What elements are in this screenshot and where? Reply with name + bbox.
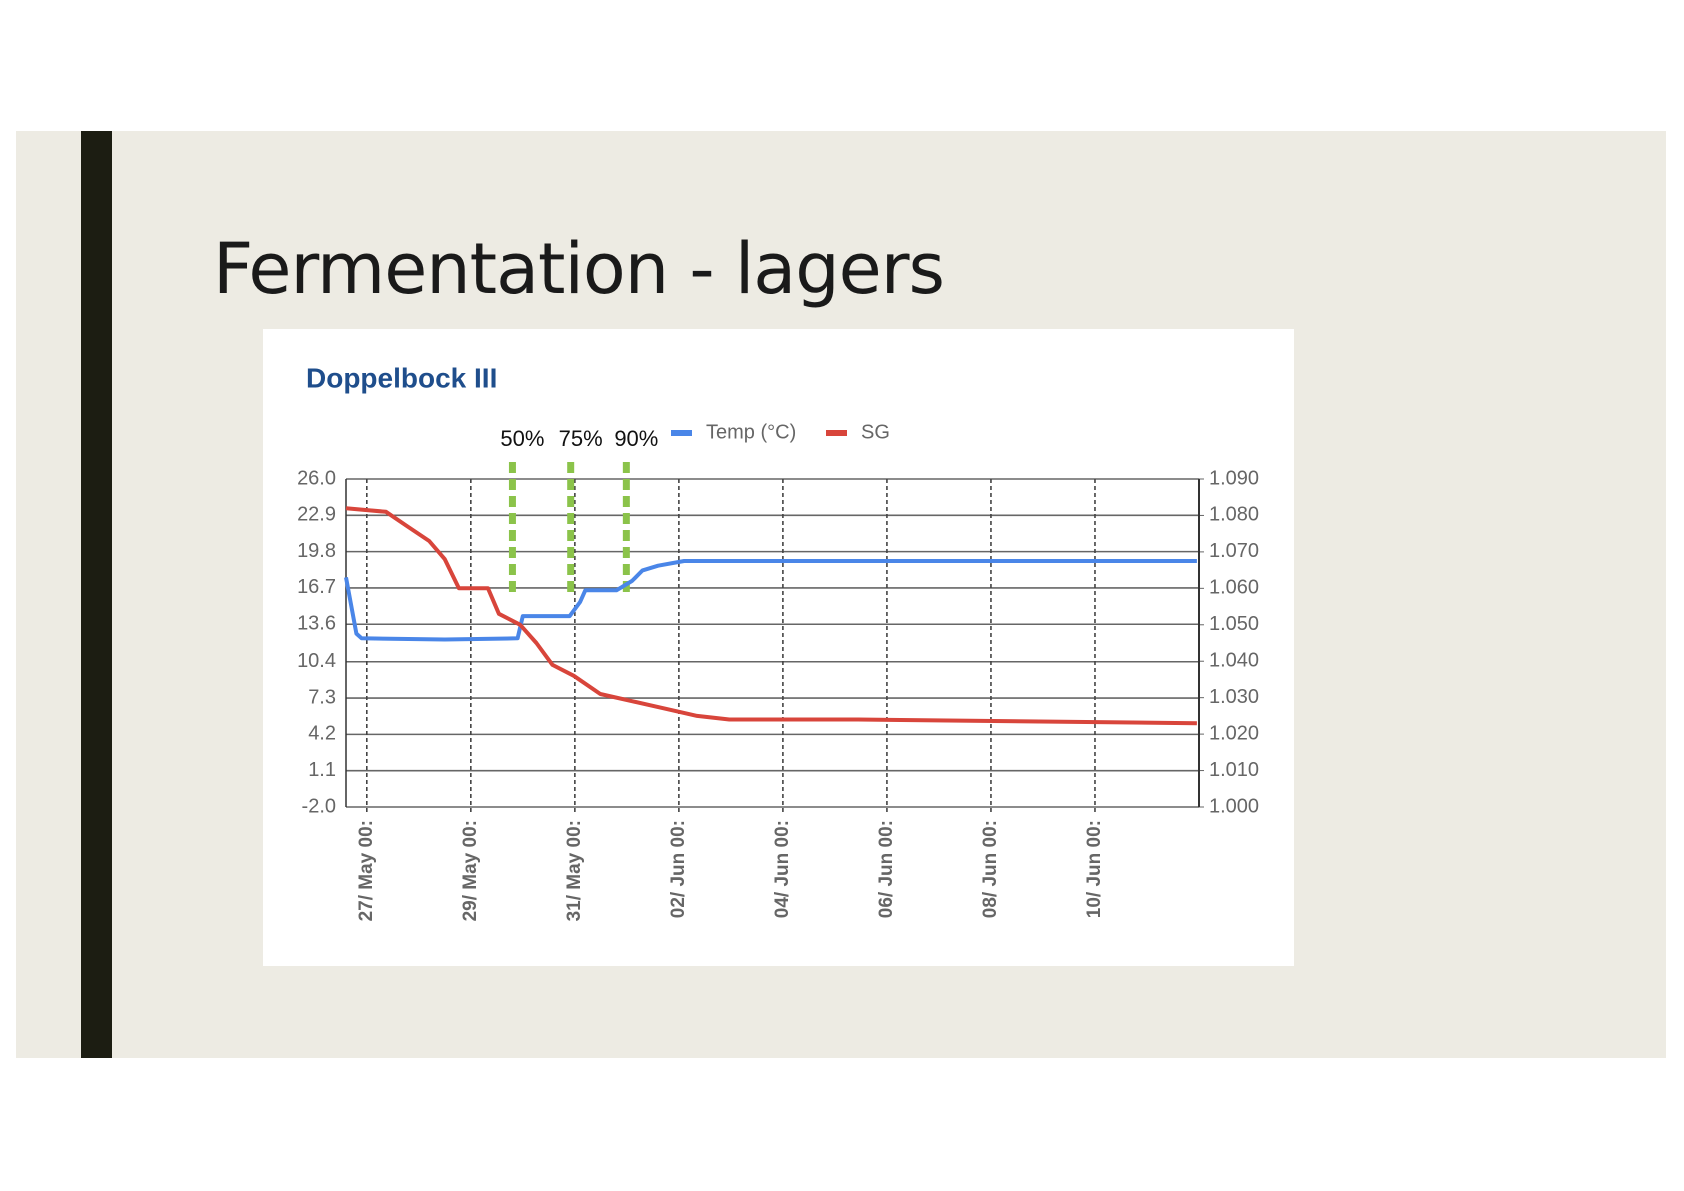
series-line [344, 559, 1197, 642]
y2-tick-label: 1.020 [1209, 722, 1259, 744]
x-tick-label: 04/ Jun 00: [772, 820, 793, 918]
y2-tick-label: 1.080 [1209, 504, 1259, 526]
annotation-label: 75% [559, 426, 603, 451]
legend-label: SG [861, 421, 890, 443]
series-line [345, 506, 1197, 726]
y-tick-label: -2.0 [302, 795, 336, 817]
chart-background [263, 329, 1294, 966]
x-tick-label: 02/ Jun 00: [668, 820, 689, 918]
slide-accent-bar [81, 131, 112, 1058]
y-tick-label: 1.1 [308, 759, 336, 781]
x-tick-label: 10/ Jun 00: [1084, 820, 1105, 918]
chart-title: Doppelbock III [306, 362, 497, 393]
y2-tick-label: 1.070 [1209, 540, 1259, 562]
y-tick-label: 13.6 [297, 613, 336, 635]
y-tick-label: 10.4 [297, 650, 336, 672]
legend-swatch [826, 430, 847, 436]
y2-tick-label: 1.050 [1209, 613, 1259, 635]
x-tick-label: 29/ May 00: [460, 820, 481, 921]
slide-title: Fermentation - lagers [213, 228, 945, 310]
y2-tick-label: 1.040 [1209, 650, 1259, 672]
y2-tick-label: 1.010 [1209, 759, 1259, 781]
y-tick-label: 19.8 [297, 540, 336, 562]
annotation-label: 50% [500, 426, 544, 451]
y2-tick-label: 1.090 [1209, 467, 1259, 489]
y-tick-label: 4.2 [308, 723, 336, 745]
x-tick-label: 06/ Jun 00: [876, 820, 897, 918]
legend-label: Temp (°C) [706, 421, 796, 443]
x-tick-label: 08/ Jun 00: [980, 820, 1001, 918]
y2-tick-label: 1.030 [1209, 686, 1259, 708]
y2-tick-label: 1.000 [1209, 795, 1259, 817]
y-tick-label: 26.0 [297, 467, 336, 489]
y-tick-label: 16.7 [297, 576, 336, 598]
x-tick-label: 31/ May 00: [564, 820, 585, 921]
y2-tick-label: 1.060 [1209, 577, 1259, 599]
legend-swatch [671, 430, 692, 436]
y-tick-label: 22.9 [297, 504, 336, 526]
x-tick-label: 27/ May 00: [356, 820, 377, 921]
annotation-label: 90% [614, 426, 658, 451]
y-tick-label: 7.3 [308, 686, 336, 708]
